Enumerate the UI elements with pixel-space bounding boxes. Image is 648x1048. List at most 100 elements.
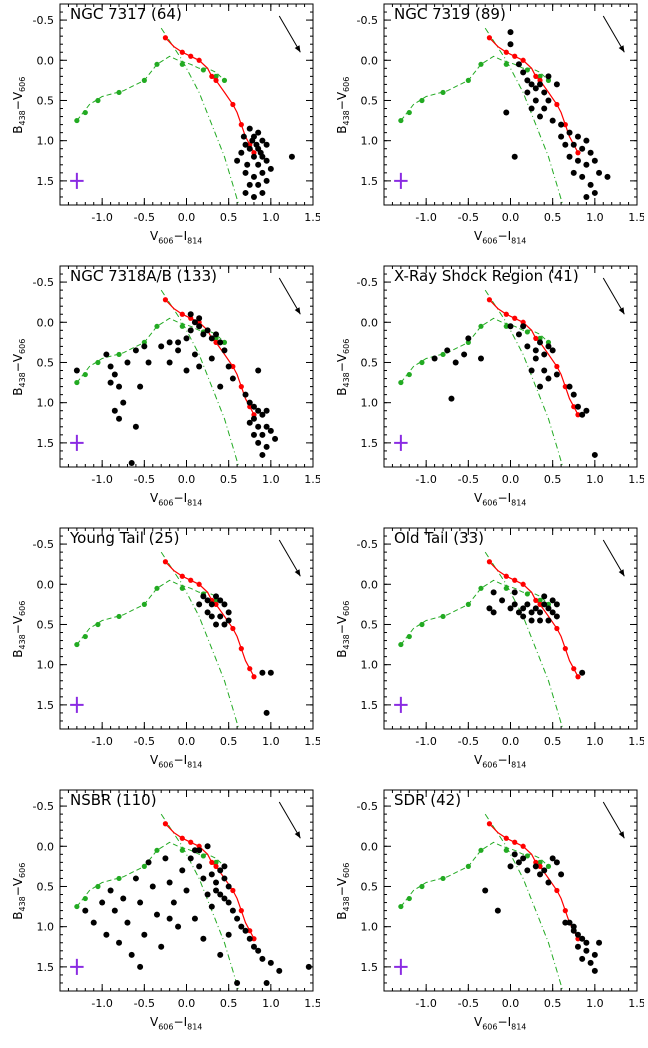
chart-panel: -1.0 -0.5 0.0 0.5 1.0 1.5 -0.5 0.0 0.5 1.0 1.5 SDR …: [324, 786, 644, 1048]
green-track-dot: [478, 323, 484, 329]
data-point: [537, 383, 544, 390]
red-track: [488, 37, 579, 153]
plot-area: [398, 289, 598, 467]
reddening-arrow-head: [618, 45, 625, 53]
red-track-dot: [188, 577, 194, 583]
green-track-dot: [82, 371, 88, 378]
data-point: [583, 407, 590, 414]
green-track-dot: [221, 77, 228, 83]
red-track-dot: [213, 601, 219, 607]
x-tick-label: -0.5: [134, 211, 155, 224]
red-track-dot: [209, 597, 215, 603]
panel-title: NGC 7319 (89): [394, 5, 506, 23]
data-point: [591, 189, 598, 196]
data-point: [532, 355, 539, 362]
red-track-dot: [512, 839, 518, 845]
green-track-dot: [213, 335, 219, 341]
reddening-arrow-line: [602, 801, 625, 839]
data-point: [111, 907, 118, 914]
data-point: [570, 391, 577, 398]
green-track-dot: [465, 863, 471, 869]
x-tick-label: 1.5: [628, 997, 644, 1010]
plot-area: [74, 813, 312, 991]
data-point: [187, 327, 194, 334]
y-tick-label: 0.0: [37, 840, 55, 853]
data-point: [196, 363, 203, 370]
data-point: [549, 855, 556, 862]
data-point: [225, 931, 232, 938]
data-point: [183, 367, 190, 374]
data-point: [250, 153, 257, 160]
green-track-dot: [406, 371, 412, 378]
y-tick-label: 1.5: [37, 961, 55, 974]
green-track-dot: [154, 585, 160, 591]
green-track-dot: [503, 847, 509, 853]
data-point: [103, 931, 110, 938]
data-point: [124, 359, 131, 366]
plot-svg: -1.0 -0.5 0.0 0.5 1.0 1.5 -0.5 0.0 0.5 1.0 1.5: [33, 527, 320, 748]
data-point: [515, 331, 522, 338]
red-track-dot: [188, 315, 194, 321]
data-point: [145, 859, 152, 866]
data-point: [263, 157, 270, 164]
red-track-dot: [562, 908, 568, 914]
x-tick-label: 1.5: [628, 735, 644, 748]
data-point: [272, 435, 279, 442]
data-point: [549, 597, 556, 604]
red-track-dot: [512, 53, 518, 59]
y-tick-label: 0.5: [37, 94, 55, 107]
data-point: [208, 903, 215, 910]
data-point: [574, 133, 581, 140]
data-point: [537, 81, 544, 88]
data-point: [145, 359, 152, 366]
data-point: [553, 81, 560, 88]
data-point: [200, 935, 207, 942]
green-track-dot: [465, 601, 471, 607]
reddening-arrow-line: [602, 277, 625, 315]
reddening-arrow-head: [294, 307, 301, 315]
y-tick-label: 1.5: [361, 437, 379, 450]
data-point: [191, 351, 198, 358]
data-point: [579, 411, 586, 418]
green-track-dot: [419, 97, 425, 104]
red-track-dot: [213, 863, 219, 869]
red-track-dot: [533, 335, 539, 341]
red-track-dot: [179, 49, 185, 55]
green-dashdot-track: [160, 27, 240, 205]
plot-frame: [59, 527, 314, 730]
data-point: [263, 443, 270, 450]
y-axis-label: B438−V606: [10, 600, 28, 658]
data-point: [520, 605, 527, 612]
data-point: [431, 355, 438, 362]
data-point: [566, 129, 573, 136]
red-track-dot: [230, 625, 236, 632]
x-tick-label: -0.5: [134, 735, 155, 748]
y-tick-label: 1.0: [361, 921, 379, 934]
x-tick-label: -0.5: [134, 997, 155, 1010]
data-point: [566, 383, 573, 390]
y-tick-label: 0.5: [361, 94, 379, 107]
x-tick-label: 0.0: [502, 211, 520, 224]
data-point: [250, 193, 257, 200]
panel-title: X-Ray Shock Region (41): [394, 267, 579, 285]
data-point: [221, 863, 228, 870]
green-track-dot: [74, 117, 80, 124]
reddening-arrow-head: [294, 569, 301, 577]
data-point: [524, 867, 531, 874]
y-tick-label: -0.5: [33, 800, 54, 813]
data-point: [246, 145, 253, 152]
green-track-dot: [141, 863, 147, 869]
y-tick-label: 0.5: [361, 880, 379, 893]
data-point: [250, 943, 257, 950]
data-point: [217, 891, 224, 898]
chart-panel: -1.0 -0.5 0.0 0.5 1.0 1.5 -0.5 0.0 0.5 1.0 1.5 NSBR…: [0, 786, 320, 1048]
plot-svg: -1.0 -0.5 0.0 0.5 1.0 1.5 -0.5 0.0 0.5 1.0 1.5: [357, 265, 644, 486]
plot-area: [398, 813, 603, 991]
red-track-dot: [575, 412, 581, 418]
green-track-dot: [406, 633, 412, 640]
data-point: [179, 867, 186, 874]
y-tick-label: 1.0: [37, 659, 55, 672]
data-point: [537, 339, 544, 346]
green-track-dot: [524, 853, 530, 859]
data-point: [141, 931, 148, 938]
